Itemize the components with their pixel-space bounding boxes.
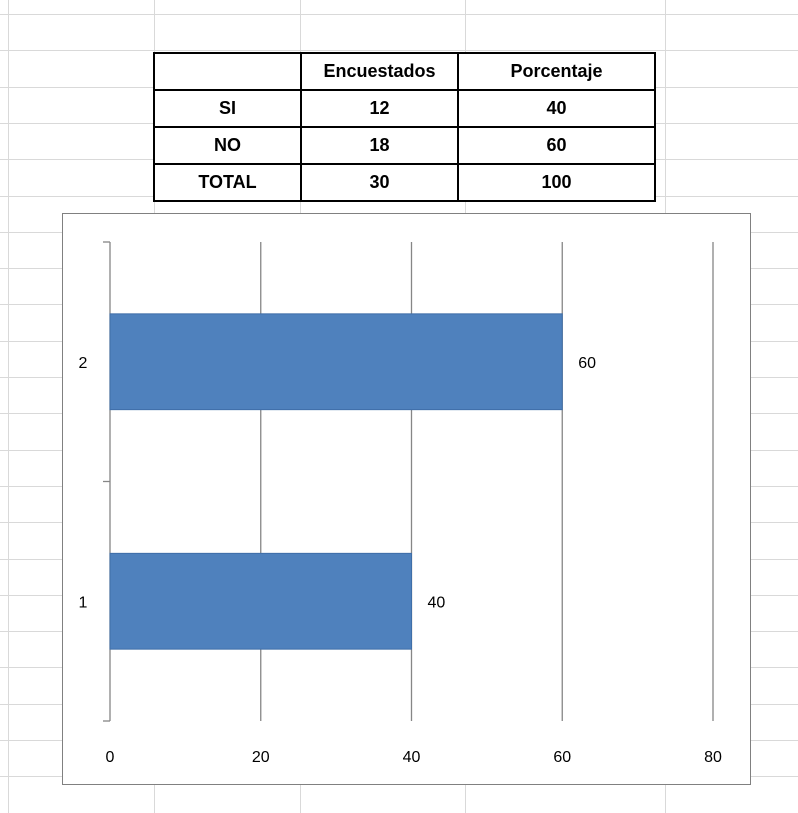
- data-label: 60: [578, 355, 596, 372]
- table-cell[interactable]: 40: [457, 89, 656, 128]
- table-row: NO 18 60: [153, 126, 656, 165]
- bar[interactable]: [109, 313, 563, 411]
- x-tick-label: 60: [553, 749, 571, 766]
- bar[interactable]: [109, 552, 412, 650]
- table-cell[interactable]: NO: [153, 126, 302, 165]
- data-label: 40: [428, 594, 446, 611]
- table-cell[interactable]: SI: [153, 89, 302, 128]
- table-cell[interactable]: TOTAL: [153, 163, 302, 202]
- x-tick-label: 80: [704, 749, 722, 766]
- table-cell[interactable]: 12: [300, 89, 459, 128]
- x-tick-label: 0: [106, 749, 115, 766]
- table-cell[interactable]: 18: [300, 126, 459, 165]
- table-row: TOTAL 30 100: [153, 163, 656, 202]
- table-header-cell[interactable]: [153, 52, 302, 91]
- table-cell[interactable]: 60: [457, 126, 656, 165]
- x-tick-label: 20: [252, 749, 270, 766]
- chart-area[interactable]: 40 1 60 2 0 20 40 60 80: [62, 213, 751, 785]
- table-header-cell[interactable]: Encuestados: [300, 52, 459, 91]
- y-tick-label: 2: [79, 355, 88, 372]
- table-cell[interactable]: 30: [300, 163, 459, 202]
- table-header-cell[interactable]: Porcentaje: [457, 52, 656, 91]
- table-header-row: Encuestados Porcentaje: [153, 52, 656, 91]
- x-tick-label: 40: [403, 749, 421, 766]
- table-cell[interactable]: 100: [457, 163, 656, 202]
- data-table: Encuestados Porcentaje SI 12 40 NO 18 60…: [153, 52, 656, 202]
- y-tick-label: 1: [79, 594, 88, 611]
- table-row: SI 12 40: [153, 89, 656, 128]
